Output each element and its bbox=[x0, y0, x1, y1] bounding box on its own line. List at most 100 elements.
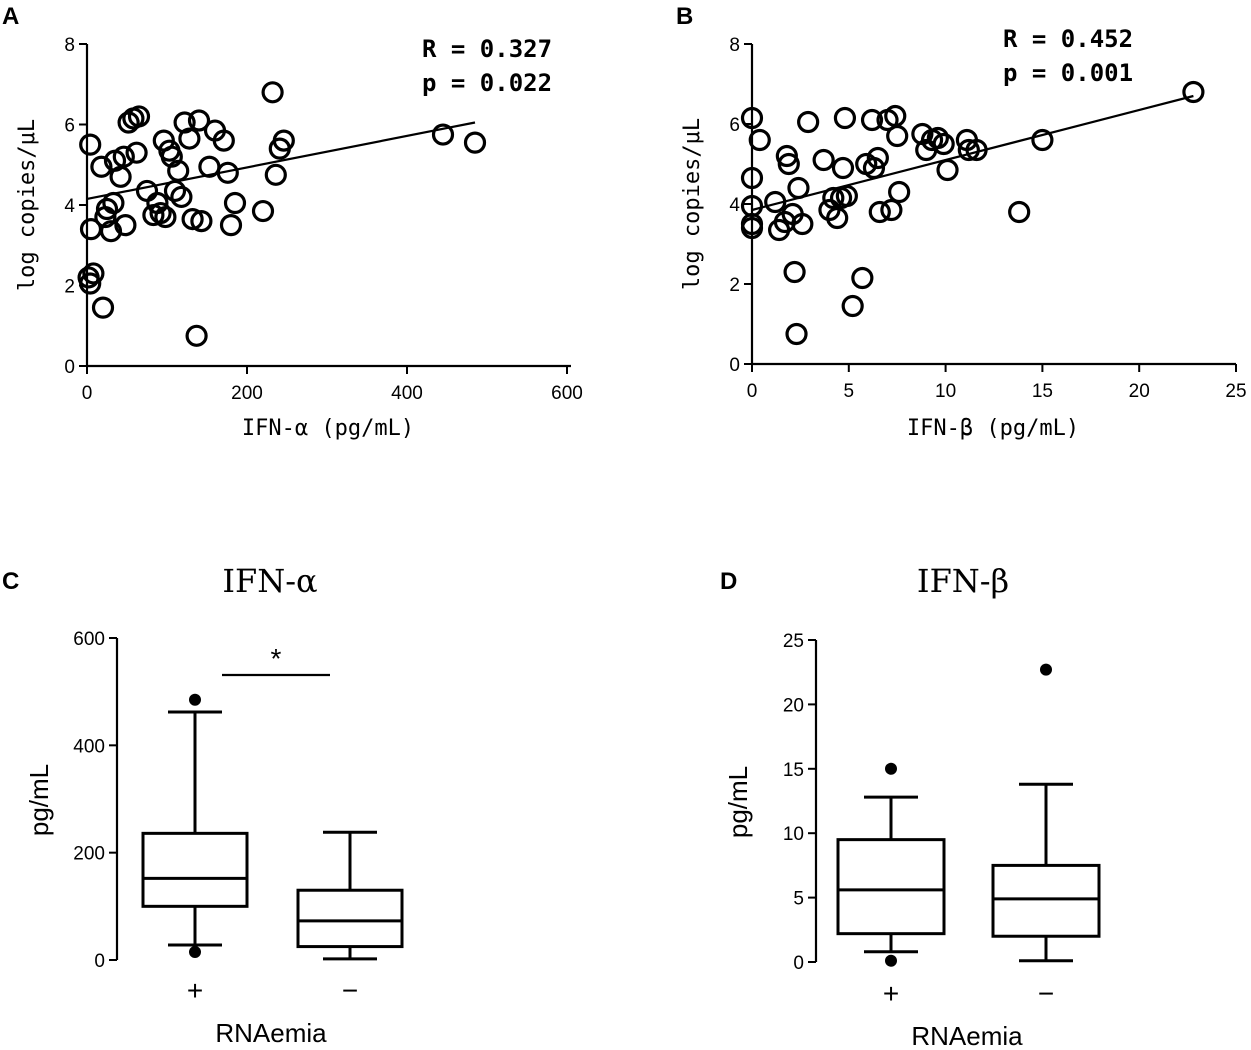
panel-c-significance-star: * bbox=[271, 643, 282, 674]
panel-a-y-label: log copies/μL bbox=[15, 119, 40, 291]
panel-a-point-42 bbox=[261, 81, 284, 104]
panel-a-point-12 bbox=[112, 145, 135, 168]
panel-b-xtick-label: 0 bbox=[747, 381, 758, 402]
panel-b-point-24 bbox=[841, 294, 864, 318]
panel-b-r-value: R = 0.452 bbox=[1003, 25, 1133, 53]
panel-a-point-25 bbox=[160, 145, 183, 168]
panel-b-point-39 bbox=[926, 126, 949, 150]
panel-b-point-10 bbox=[777, 152, 800, 176]
panel-b-point-46 bbox=[1031, 128, 1054, 152]
panel-a-r-value: R = 0.327 bbox=[422, 35, 552, 63]
panel-a-point-17 bbox=[127, 105, 151, 128]
panel-a-xtick-label: 200 bbox=[231, 383, 263, 404]
panel-a-point-30 bbox=[178, 127, 201, 150]
panel-c-box-plus-iqr bbox=[141, 831, 249, 908]
panel-a-point-34 bbox=[190, 210, 213, 233]
panel-b-x-label: IFN-β (pg/mL) bbox=[907, 416, 1079, 441]
panel-b-point-30 bbox=[868, 200, 891, 224]
panel-a-point-0 bbox=[79, 133, 102, 156]
panel-a-ytick-label: 0 bbox=[64, 357, 75, 378]
panel-a-p-value: p = 0.022 bbox=[422, 69, 552, 97]
panel-b-point-40 bbox=[932, 132, 955, 156]
panel-a-point-28 bbox=[170, 185, 193, 209]
panel-d: D IFN-β 0 5 10 15 20 25 + − RNAemia pg/mL bbox=[720, 562, 1101, 1050]
panel-b-point-29 bbox=[866, 146, 889, 170]
panel-b-point-43 bbox=[957, 138, 980, 162]
panel-c-category-minus: − bbox=[342, 975, 358, 1006]
panel-a: A 0 2 4 6 8 0 200 400 600 R = 0.327 p = 0.022 IF… bbox=[2, 3, 583, 441]
panel-d-label: D bbox=[720, 568, 737, 595]
panel-d-ytick-label: 25 bbox=[783, 631, 804, 652]
panel-a-x-label: IFN-α (pg/mL) bbox=[242, 416, 414, 441]
panel-b-regression-line bbox=[751, 94, 1194, 212]
panel-b-ytick-label: 4 bbox=[729, 195, 740, 216]
panel-b-xtick-label: 5 bbox=[844, 381, 855, 402]
panel-a-point-8 bbox=[99, 220, 123, 243]
panel-a-point-47 bbox=[463, 131, 487, 154]
panel-d-ytick-label: 10 bbox=[783, 824, 804, 845]
panel-b-point-16 bbox=[797, 110, 820, 134]
panel-c-y-label: pg/mL bbox=[24, 764, 54, 836]
panel-a-regression-line bbox=[86, 121, 476, 201]
panel-a-xtick-label: 400 bbox=[391, 383, 423, 404]
panel-a-point-31 bbox=[181, 207, 204, 231]
panel-a-ticks: 0 2 4 6 8 0 200 400 600 bbox=[64, 35, 582, 404]
panel-d-box-plus-iqr bbox=[836, 838, 946, 936]
panel-c-x-label: RNAemia bbox=[215, 1018, 327, 1048]
panel-a-point-41 bbox=[251, 199, 275, 223]
panel-a-point-5 bbox=[90, 155, 113, 178]
panel-b-point-27 bbox=[860, 108, 884, 132]
panel-d-box-plus-outlier-0 bbox=[885, 762, 897, 775]
panel-b-point-17 bbox=[812, 148, 835, 172]
panel-d-category-plus: + bbox=[883, 978, 899, 1009]
panel-c-box-plus-outlier-0 bbox=[189, 693, 201, 706]
panel-b-point-47 bbox=[1182, 80, 1205, 104]
panel-b-point-5 bbox=[748, 128, 771, 152]
panel-b-point-23 bbox=[833, 106, 857, 130]
panel-b-ytick-label: 6 bbox=[729, 115, 740, 136]
panel-b-xtick-label: 20 bbox=[1129, 381, 1150, 402]
panel-a-point-43 bbox=[264, 163, 287, 186]
panel-b-y-label: log copies/μL bbox=[680, 118, 705, 290]
panel-d-box-minus-outlier-0 bbox=[1040, 663, 1052, 676]
panel-b-point-14 bbox=[787, 176, 810, 200]
panel-c-ticks: 0 200 400 600 bbox=[73, 629, 117, 972]
panel-a-ytick-label: 8 bbox=[64, 35, 75, 56]
panel-a-point-37 bbox=[212, 129, 235, 152]
panel-b: B 0 2 4 6 8 0 5 10 15 20 25 R = 0.452 p = 0.001 IF… bbox=[676, 3, 1247, 441]
panel-c-boxes bbox=[141, 693, 404, 961]
panel-d-y-label: pg/mL bbox=[723, 766, 753, 838]
panel-d-box-minus-iqr bbox=[991, 863, 1101, 938]
panel-b-point-32 bbox=[880, 198, 903, 222]
panel-a-point-23 bbox=[154, 205, 177, 229]
panel-a-point-21 bbox=[149, 201, 172, 225]
panel-b-ticks: 0 2 4 6 8 0 5 10 15 20 25 bbox=[729, 35, 1246, 402]
panel-c-title: IFN-α bbox=[222, 562, 317, 600]
panel-b-ytick-label: 2 bbox=[729, 275, 740, 296]
panel-a-points bbox=[77, 81, 487, 347]
panel-a-point-16 bbox=[125, 141, 148, 164]
panel-d-ytick-label: 20 bbox=[783, 695, 804, 716]
panel-d-box-plus-outlier-1 bbox=[885, 954, 897, 967]
panel-a-xtick-label: 0 bbox=[82, 383, 93, 404]
panel-b-label: B bbox=[676, 3, 693, 30]
panel-a-point-40 bbox=[223, 191, 247, 215]
panel-a-label: A bbox=[2, 3, 19, 30]
panel-a-point-33 bbox=[187, 109, 211, 132]
panel-a-point-45 bbox=[272, 129, 295, 152]
panel-c-category-plus: + bbox=[187, 975, 203, 1006]
panel-d-ytick-label: 5 bbox=[793, 889, 804, 910]
panel-d-ticks: 0 5 10 15 20 25 bbox=[783, 631, 816, 974]
panel-b-p-value: p = 0.001 bbox=[1003, 59, 1133, 87]
panel-b-ytick-label: 0 bbox=[729, 355, 740, 376]
panel-a-ytick-label: 6 bbox=[64, 116, 75, 137]
panel-c-label: C bbox=[2, 568, 19, 595]
panel-c: C IFN-α 0 200 400 600 * + − RNAemia pg/mL bbox=[2, 562, 404, 1048]
panel-b-xtick-label: 10 bbox=[935, 381, 956, 402]
panel-b-point-25 bbox=[851, 266, 874, 290]
panel-a-ytick-label: 4 bbox=[64, 196, 75, 217]
panel-a-xtick-label: 600 bbox=[551, 383, 583, 404]
panel-d-x-label: RNAemia bbox=[911, 1021, 1023, 1050]
panel-a-ytick-label: 2 bbox=[64, 277, 75, 298]
